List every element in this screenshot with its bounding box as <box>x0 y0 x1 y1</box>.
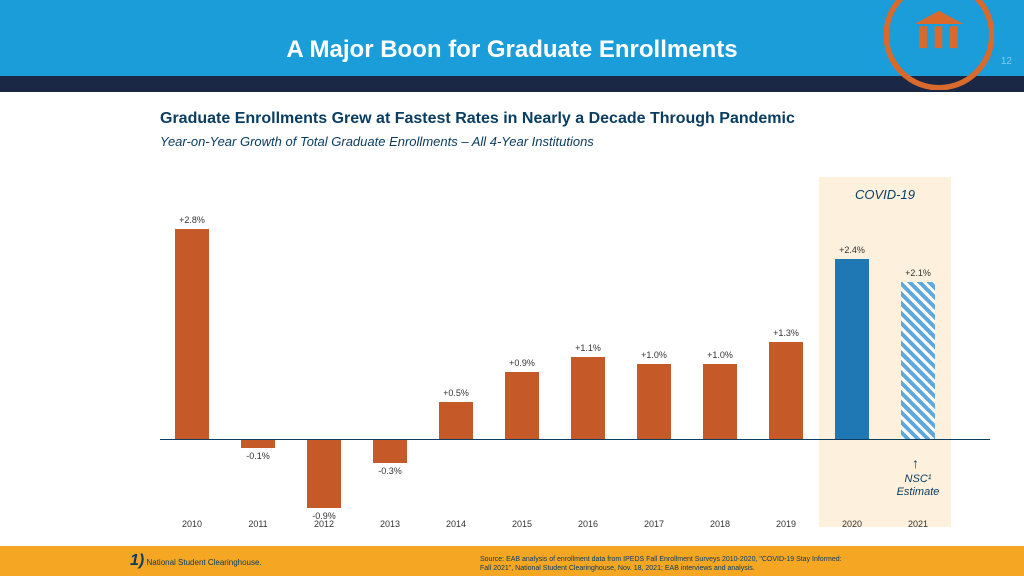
value-label: -0.3% <box>360 466 420 476</box>
category-label: 2013 <box>360 519 420 529</box>
footnote-number: 1) <box>130 552 144 569</box>
category-label: 2018 <box>690 519 750 529</box>
bar-2017 <box>637 364 671 439</box>
category-label: 2016 <box>558 519 618 529</box>
bar-2018 <box>703 364 737 439</box>
covid-label: COVID-19 <box>819 187 951 202</box>
category-label: 2010 <box>162 519 222 529</box>
nsc-estimate-label: NSC¹Estimate <box>888 473 948 499</box>
bar-2011 <box>241 440 275 448</box>
nsc-arrow-icon: ↑ <box>912 455 919 471</box>
category-label: 2019 <box>756 519 816 529</box>
bar-2015 <box>505 372 539 440</box>
category-label: 2021 <box>888 519 948 529</box>
value-label: +1.0% <box>624 350 684 360</box>
category-label: 2020 <box>822 519 882 529</box>
bar-2020 <box>835 259 869 439</box>
slide: A Major Boon for Graduate Enrollments 12… <box>0 0 1024 576</box>
category-label: 2012 <box>294 519 354 529</box>
source-text: Source: EAB analysis of enrollment data … <box>480 556 854 573</box>
bar-2013 <box>373 440 407 463</box>
header-dark-band <box>0 76 1024 92</box>
category-label: 2017 <box>624 519 684 529</box>
value-label: +1.0% <box>690 350 750 360</box>
bar-2019 <box>769 342 803 440</box>
chart-title: Graduate Enrollments Grew at Fastest Rat… <box>160 110 1004 128</box>
category-label: 2011 <box>228 519 288 529</box>
value-label: +1.1% <box>558 343 618 353</box>
value-label: +1.3% <box>756 328 816 338</box>
value-label: +2.8% <box>162 215 222 225</box>
value-label: +0.9% <box>492 358 552 368</box>
category-label: 2014 <box>426 519 486 529</box>
value-label: -0.1% <box>228 451 288 461</box>
footer-band: 1) National Student Clearinghouse. Sourc… <box>0 546 1024 576</box>
bar-2010 <box>175 229 209 439</box>
content-region: Graduate Enrollments Grew at Fastest Rat… <box>160 110 1004 539</box>
value-label: +2.1% <box>888 268 948 278</box>
category-label: 2015 <box>492 519 552 529</box>
bar-2012 <box>307 440 341 508</box>
chart-subtitle: Year-on-Year Growth of Total Graduate En… <box>160 134 1004 149</box>
bar-chart: COVID-19+2.8%2010-0.1%2011-0.9%2012-0.3%… <box>160 159 990 539</box>
slide-title: A Major Boon for Graduate Enrollments <box>0 36 1024 64</box>
bar-2014 <box>439 402 473 440</box>
footnote-left: 1) National Student Clearinghouse. <box>130 552 262 570</box>
value-label: +0.5% <box>426 388 486 398</box>
bar-2021 <box>901 282 935 440</box>
value-label: +2.4% <box>822 245 882 255</box>
page-number: 12 <box>1001 56 1012 67</box>
footnote-text: National Student Clearinghouse. <box>146 558 261 567</box>
chart-baseline <box>160 439 990 440</box>
bar-2016 <box>571 357 605 440</box>
org-logo-icon <box>884 0 994 90</box>
